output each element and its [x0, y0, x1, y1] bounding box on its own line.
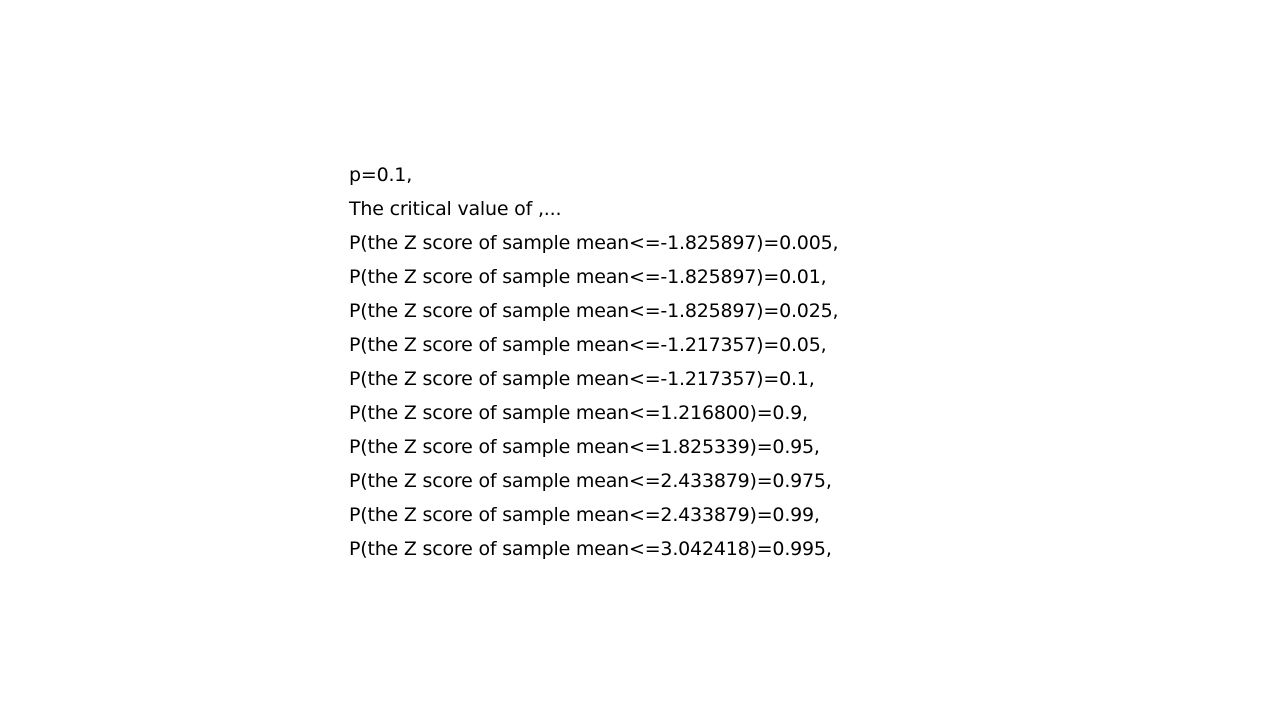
- probability-result-line: P(the Z score of sample mean<=2.433879)=…: [349, 504, 820, 526]
- probability-result-line: P(the Z score of sample mean<=-1.825897)…: [349, 266, 827, 288]
- probability-result-line: P(the Z score of sample mean<=-1.825897)…: [349, 232, 839, 254]
- probability-result-line: P(the Z score of sample mean<=-1.825897)…: [349, 300, 839, 322]
- probability-parameter-line: p=0.1,: [349, 164, 413, 186]
- probability-result-line: P(the Z score of sample mean<=1.216800)=…: [349, 402, 808, 424]
- probability-result-line: P(the Z score of sample mean<=2.433879)=…: [349, 470, 832, 492]
- probability-result-line: P(the Z score of sample mean<=-1.217357)…: [349, 368, 815, 390]
- probability-result-line: P(the Z score of sample mean<=3.042418)=…: [349, 538, 832, 560]
- probability-result-line: P(the Z score of sample mean<=1.825339)=…: [349, 436, 820, 458]
- probability-result-line: P(the Z score of sample mean<=-1.217357)…: [349, 334, 827, 356]
- critical-value-heading-line: The critical value of ,...: [349, 198, 562, 220]
- document-text-block: p=0.1, The critical value of ,... P(the …: [349, 158, 1049, 566]
